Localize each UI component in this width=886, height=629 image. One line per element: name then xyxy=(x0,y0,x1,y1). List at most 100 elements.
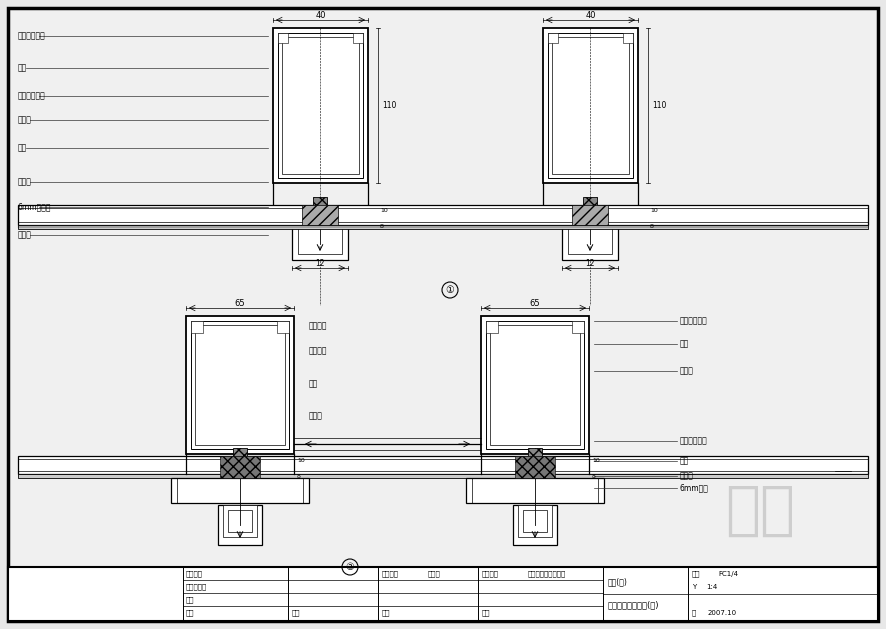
Text: 65: 65 xyxy=(235,299,245,308)
Text: ②: ② xyxy=(346,562,354,572)
Bar xyxy=(486,321,584,449)
Text: 开窗内框: 开窗内框 xyxy=(309,347,328,355)
Bar xyxy=(292,228,348,260)
Text: 校核: 校核 xyxy=(292,610,300,616)
Text: 挂件: 挂件 xyxy=(680,340,689,348)
Bar xyxy=(277,321,289,333)
Bar xyxy=(490,325,580,445)
Text: 2007.10: 2007.10 xyxy=(708,610,737,616)
Text: 图号: 图号 xyxy=(186,597,195,603)
Bar xyxy=(548,33,558,43)
Bar xyxy=(282,37,359,174)
Text: 65: 65 xyxy=(530,299,540,308)
Bar xyxy=(543,28,638,183)
Text: 40: 40 xyxy=(586,11,595,19)
Text: 110: 110 xyxy=(652,101,666,110)
Bar xyxy=(278,33,363,178)
Text: 图号: 图号 xyxy=(482,610,491,616)
Text: 工程负责人: 工程负责人 xyxy=(186,584,207,590)
Bar xyxy=(528,448,542,464)
Bar xyxy=(220,456,260,478)
Text: 110: 110 xyxy=(382,101,396,110)
Text: 10: 10 xyxy=(297,459,305,464)
Text: Y: Y xyxy=(692,584,696,590)
Bar xyxy=(278,33,288,43)
Bar xyxy=(562,228,618,260)
Bar xyxy=(223,505,257,537)
Bar xyxy=(518,505,552,537)
Bar xyxy=(18,205,868,225)
Bar xyxy=(273,28,368,183)
Text: 明框玻璃幕墙节点(一): 明框玻璃幕墙节点(一) xyxy=(608,601,659,610)
Text: 12: 12 xyxy=(586,259,595,267)
Text: 设计阶段: 设计阶段 xyxy=(382,571,399,577)
Text: 设计: 设计 xyxy=(186,610,195,616)
Bar xyxy=(186,316,294,454)
Text: 钢扣槽: 钢扣槽 xyxy=(18,230,32,240)
Bar xyxy=(302,205,338,225)
Text: 节点(一): 节点(一) xyxy=(608,577,628,586)
Text: 知末: 知末 xyxy=(725,482,795,538)
Bar xyxy=(515,456,555,478)
Bar xyxy=(233,448,247,464)
Bar xyxy=(572,205,608,225)
Text: 比例: 比例 xyxy=(692,571,701,577)
Bar xyxy=(313,197,327,213)
Text: 开窗外框: 开窗外框 xyxy=(309,321,328,330)
Bar xyxy=(18,474,868,478)
Text: 双组份: 双组份 xyxy=(680,472,694,481)
Bar xyxy=(218,505,262,545)
Bar xyxy=(486,321,498,333)
Bar xyxy=(583,197,597,213)
Text: 10: 10 xyxy=(592,459,600,464)
Bar xyxy=(552,37,629,174)
Bar xyxy=(517,456,553,474)
Text: 8: 8 xyxy=(380,225,384,230)
Bar xyxy=(8,567,878,621)
Text: 8: 8 xyxy=(592,474,596,479)
Text: 审核批准: 审核批准 xyxy=(186,571,203,577)
Bar xyxy=(191,321,203,333)
Text: 10: 10 xyxy=(650,208,657,213)
Text: 10: 10 xyxy=(380,208,388,213)
Text: 6mm钢化玻: 6mm钢化玻 xyxy=(18,203,51,211)
Text: 双组份: 双组份 xyxy=(309,411,323,421)
Text: 40: 40 xyxy=(315,11,326,19)
Text: 扣盖: 扣盖 xyxy=(680,457,689,465)
Text: 施工图: 施工图 xyxy=(428,571,440,577)
Text: 挂件: 挂件 xyxy=(18,64,27,72)
Bar xyxy=(228,510,252,532)
Text: 图: 图 xyxy=(692,610,696,616)
Bar xyxy=(353,33,363,43)
Text: ①: ① xyxy=(446,285,455,295)
Bar xyxy=(523,510,547,532)
Bar xyxy=(481,316,589,454)
Text: 扣盖: 扣盖 xyxy=(18,143,27,152)
Bar xyxy=(171,478,309,503)
Text: 设计单位: 设计单位 xyxy=(482,571,499,577)
Text: 6mm钢化: 6mm钢化 xyxy=(680,484,709,493)
Bar xyxy=(548,33,633,178)
Bar xyxy=(18,225,868,229)
Text: 幕墙室内完毕: 幕墙室内完毕 xyxy=(680,316,708,325)
Text: 双组份: 双组份 xyxy=(18,177,32,187)
Bar xyxy=(222,456,258,474)
Bar xyxy=(195,325,285,445)
Text: 钢结构设计咨询中心: 钢结构设计咨询中心 xyxy=(528,571,566,577)
Text: 8: 8 xyxy=(297,474,301,479)
Bar xyxy=(572,321,584,333)
Bar xyxy=(623,33,633,43)
Text: 幕墙铝合金子: 幕墙铝合金子 xyxy=(680,437,708,445)
Text: 耐候胶: 耐候胶 xyxy=(18,116,32,125)
Text: 1:4: 1:4 xyxy=(706,584,718,590)
Text: 8: 8 xyxy=(650,225,654,230)
Text: 扣盖: 扣盖 xyxy=(309,379,318,389)
Bar xyxy=(568,228,612,254)
Text: 12: 12 xyxy=(315,259,325,267)
Text: FC1/4: FC1/4 xyxy=(718,571,738,577)
Bar xyxy=(18,456,868,474)
Text: 审定: 审定 xyxy=(382,610,391,616)
Text: 幕墙室内完毕: 幕墙室内完毕 xyxy=(18,31,46,40)
Text: 幕墙铝合金件: 幕墙铝合金件 xyxy=(18,91,46,101)
Bar xyxy=(191,321,289,449)
